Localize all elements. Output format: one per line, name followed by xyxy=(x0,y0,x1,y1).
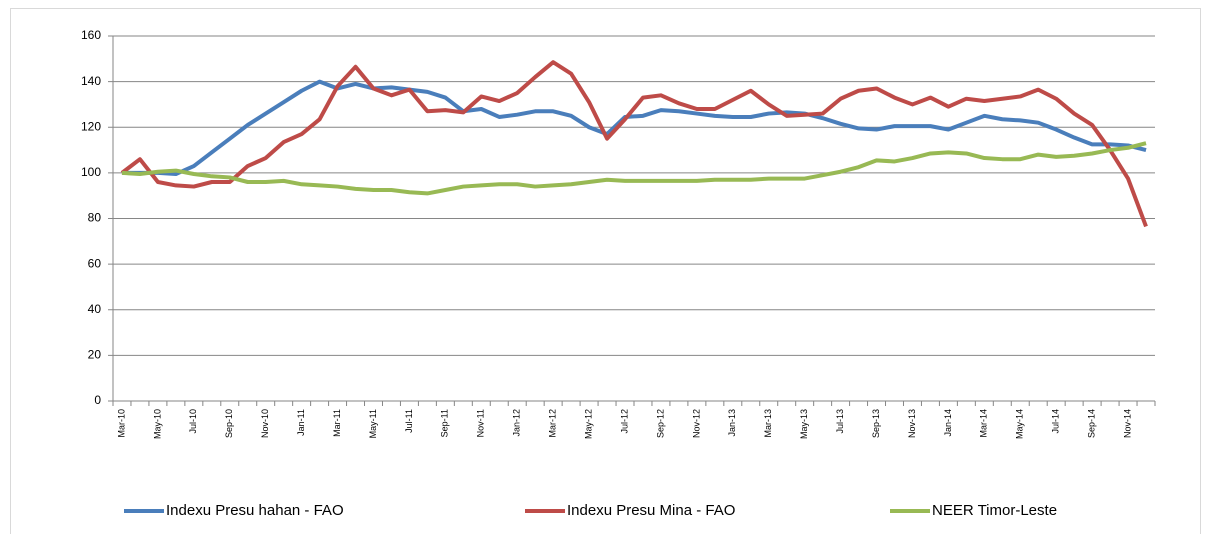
x-tick-label: Mar-14 xyxy=(979,409,989,438)
x-tick-label: Nov-11 xyxy=(476,409,486,437)
x-tick-label: Jul-13 xyxy=(835,409,845,434)
x-tick-label: Jan-11 xyxy=(296,409,306,436)
x-tick-label: Jan-13 xyxy=(727,409,737,437)
chart-frame xyxy=(10,8,1201,534)
legend-item: NEER Timor-Leste xyxy=(890,502,1057,519)
y-tick-label: 160 xyxy=(81,28,101,42)
x-tick-label: Jan-14 xyxy=(943,409,953,437)
legend-label: Indexu Presu hahan - FAO xyxy=(166,502,344,519)
x-tick-label: Sep-13 xyxy=(871,409,881,438)
series-line xyxy=(121,79,1147,177)
y-tick-label: 0 xyxy=(94,393,101,407)
x-tick-label: Sep-10 xyxy=(224,409,234,438)
series-line xyxy=(120,60,1148,228)
x-tick-label: Jul-10 xyxy=(188,409,198,434)
y-tick-label: 100 xyxy=(81,165,101,179)
x-tick-label: May-14 xyxy=(1015,409,1025,439)
legend-item: Indexu Presu hahan - FAO xyxy=(124,502,344,519)
x-tick-label: May-13 xyxy=(799,409,809,439)
y-tick-label: 40 xyxy=(88,302,102,316)
x-tick-label: May-12 xyxy=(583,409,593,439)
legend-label: NEER Timor-Leste xyxy=(932,502,1057,519)
x-tick-label: Sep-12 xyxy=(655,409,665,438)
legend-label: Indexu Presu Mina - FAO xyxy=(567,502,735,519)
y-tick-label: 140 xyxy=(81,74,101,88)
x-tick-label: Jul-14 xyxy=(1051,409,1061,434)
x-tick-label: Jul-11 xyxy=(404,409,414,433)
x-tick-label: Mar-13 xyxy=(763,409,773,438)
x-tick-label: Mar-12 xyxy=(548,409,558,438)
x-tick-label: Sep-11 xyxy=(440,409,450,437)
y-tick-label: 120 xyxy=(81,119,101,133)
x-tick-label: Nov-10 xyxy=(260,409,270,438)
y-tick-label: 20 xyxy=(88,348,102,362)
x-tick-label: Mar-11 xyxy=(332,409,342,437)
y-tick-label: 60 xyxy=(88,256,102,270)
x-tick-label: Nov-14 xyxy=(1122,409,1132,438)
x-tick-label: Nov-12 xyxy=(691,409,701,438)
x-tick-label: Jan-12 xyxy=(512,409,522,437)
x-tick-label: Mar-10 xyxy=(116,409,126,438)
y-tick-label: 80 xyxy=(88,211,102,225)
series-line xyxy=(121,141,1147,196)
x-tick-label: May-11 xyxy=(368,409,378,438)
x-tick-label: Nov-13 xyxy=(907,409,917,438)
x-tick-label: Jul-12 xyxy=(619,409,629,434)
x-tick-label: Sep-14 xyxy=(1086,409,1096,438)
legend-item: Indexu Presu Mina - FAO xyxy=(525,502,735,519)
x-tick-label: May-10 xyxy=(152,409,162,439)
